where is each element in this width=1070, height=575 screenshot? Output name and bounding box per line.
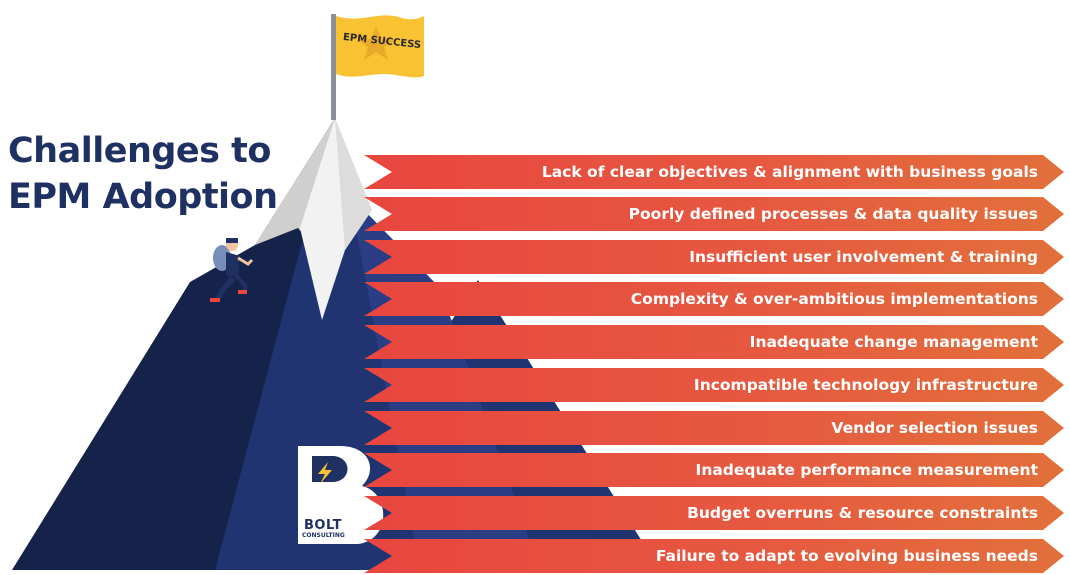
challenge-banner: Failure to adapt to evolving business ne… xyxy=(364,539,1064,573)
climber-figure xyxy=(210,238,254,302)
challenge-label: Inadequate performance measurement xyxy=(695,461,1038,479)
challenge-banner: Poorly defined processes & data quality … xyxy=(364,197,1064,231)
challenge-label: Complexity & over-ambitious implementati… xyxy=(630,290,1038,308)
bolt-logo xyxy=(298,446,384,544)
challenge-label: Failure to adapt to evolving business ne… xyxy=(655,547,1038,565)
challenge-banner: Budget overruns & resource constraints xyxy=(364,496,1064,530)
title-line-1: Challenges to xyxy=(8,131,271,171)
challenge-banner: Incompatible technology infrastructure xyxy=(364,368,1064,402)
challenge-label: Insufficient user involvement & training xyxy=(689,248,1038,266)
logo-name: BOLT xyxy=(304,518,342,533)
flag-star-icon xyxy=(357,26,395,60)
flag-pole xyxy=(331,14,336,120)
challenge-label: Poorly defined processes & data quality … xyxy=(628,205,1038,223)
page-title: Challenges to EPM Adoption xyxy=(8,128,278,220)
snow-cap-shade xyxy=(335,118,372,250)
challenge-banner: Vendor selection issues xyxy=(364,411,1064,445)
lightning-bolt-icon xyxy=(318,462,332,484)
snow-cap-left xyxy=(255,118,335,245)
challenge-banner: Inadequate change management xyxy=(364,325,1064,359)
challenge-label: Budget overruns & resource constraints xyxy=(687,504,1038,522)
challenge-label: Inadequate change management xyxy=(749,333,1038,351)
title-line-2: EPM Adoption xyxy=(8,177,278,217)
challenge-banner: Inadequate performance measurement xyxy=(364,453,1064,487)
challenge-label: Incompatible technology infrastructure xyxy=(693,376,1038,394)
challenge-label: Lack of clear objectives & alignment wit… xyxy=(541,163,1038,181)
challenge-banner: Complexity & over-ambitious implementati… xyxy=(364,282,1064,316)
challenge-banner: Insufficient user involvement & training xyxy=(364,240,1064,274)
challenge-label: Vendor selection issues xyxy=(831,419,1038,437)
challenge-banner: Lack of clear objectives & alignment wit… xyxy=(364,155,1064,189)
logo-subtitle: CONSULTING xyxy=(302,532,345,539)
